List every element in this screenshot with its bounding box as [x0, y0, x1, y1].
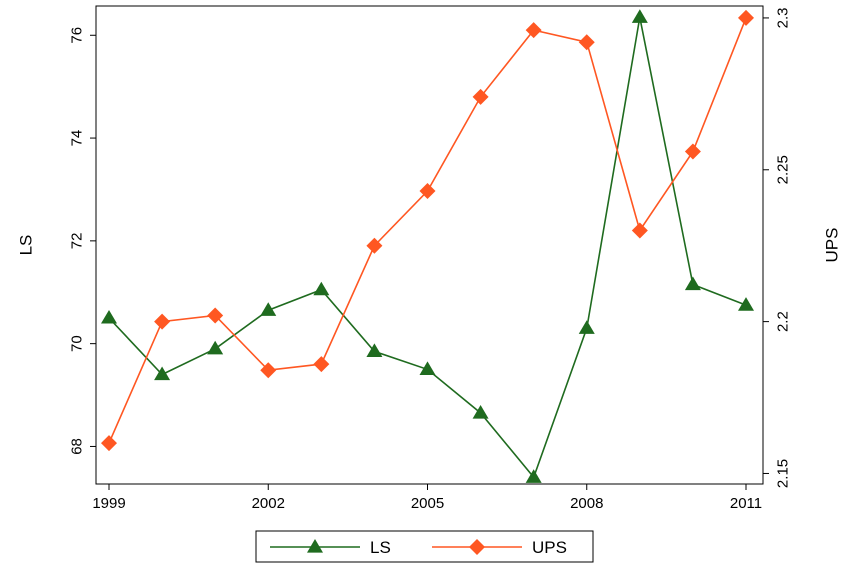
legend-marker-ups	[469, 539, 485, 555]
data-point-ls	[260, 302, 277, 316]
x-tick-label: 2008	[570, 495, 603, 512]
data-point-ls	[419, 361, 436, 375]
data-point-ls	[207, 340, 224, 355]
legend-label-ups: UPS	[532, 538, 567, 557]
plot-frame	[95, 5, 764, 485]
data-point-ups	[419, 183, 436, 200]
data-point-ups	[631, 222, 648, 239]
legend-marker-ls	[307, 539, 323, 553]
plot-frame-group	[95, 5, 764, 485]
x-tick-label: 2002	[252, 495, 285, 512]
x-tick-label: 1999	[92, 495, 125, 512]
y-right-tick-label: 2.15	[775, 459, 792, 488]
data-point-ups	[207, 307, 224, 324]
y-left-tick-label: 70	[69, 335, 86, 352]
data-point-ls	[738, 297, 754, 311]
legend-label-ls: LS	[370, 538, 391, 557]
data-point-ups	[578, 34, 595, 51]
data-point-ups	[684, 143, 701, 160]
data-point-ups	[313, 356, 330, 373]
data-point-ls	[578, 320, 595, 334]
y-right-tick-label: 2.2	[775, 311, 792, 332]
data-point-ups	[260, 362, 277, 379]
y-axis-right-title: UPS	[823, 228, 842, 263]
data-point-ups	[738, 9, 754, 26]
data-point-ls	[313, 281, 330, 296]
data-point-ups	[366, 237, 383, 254]
data-point-ls	[631, 9, 648, 23]
y-left-tick-label: 72	[69, 233, 86, 250]
data-point-ls	[101, 309, 117, 324]
y-right-tick-label: 2.3	[775, 8, 792, 29]
data-point-ls	[472, 405, 489, 419]
data-point-ls	[366, 343, 383, 357]
series-line-ups	[108, 17, 747, 444]
x-tick-label: 2011	[730, 495, 762, 512]
legend: LS UPS	[255, 530, 594, 563]
data-point-ups	[525, 22, 542, 39]
data-point-ls	[684, 276, 701, 291]
y-left-tick-label: 74	[69, 130, 86, 147]
data-point-ups	[154, 313, 171, 330]
data-point-ls	[154, 366, 171, 381]
data-point-ups	[101, 435, 117, 452]
x-tick-label: 2005	[411, 495, 444, 512]
data-point-ls	[525, 469, 542, 483]
series-ls	[101, 9, 754, 483]
y-right-tick-label: 2.25	[775, 155, 792, 184]
series-group	[101, 9, 754, 483]
axis-ticks-group: 1999 2002 2005 2008 2011 68 70 72 74 76 2.15 2.2 2.2…	[69, 8, 792, 512]
series-ups	[101, 9, 754, 452]
series-line-ls	[108, 17, 747, 479]
y-axis-left-title: LS	[17, 235, 36, 256]
y-left-tick-label: 68	[69, 438, 86, 455]
data-point-ups	[472, 88, 489, 105]
y-left-tick-label: 76	[69, 27, 86, 44]
